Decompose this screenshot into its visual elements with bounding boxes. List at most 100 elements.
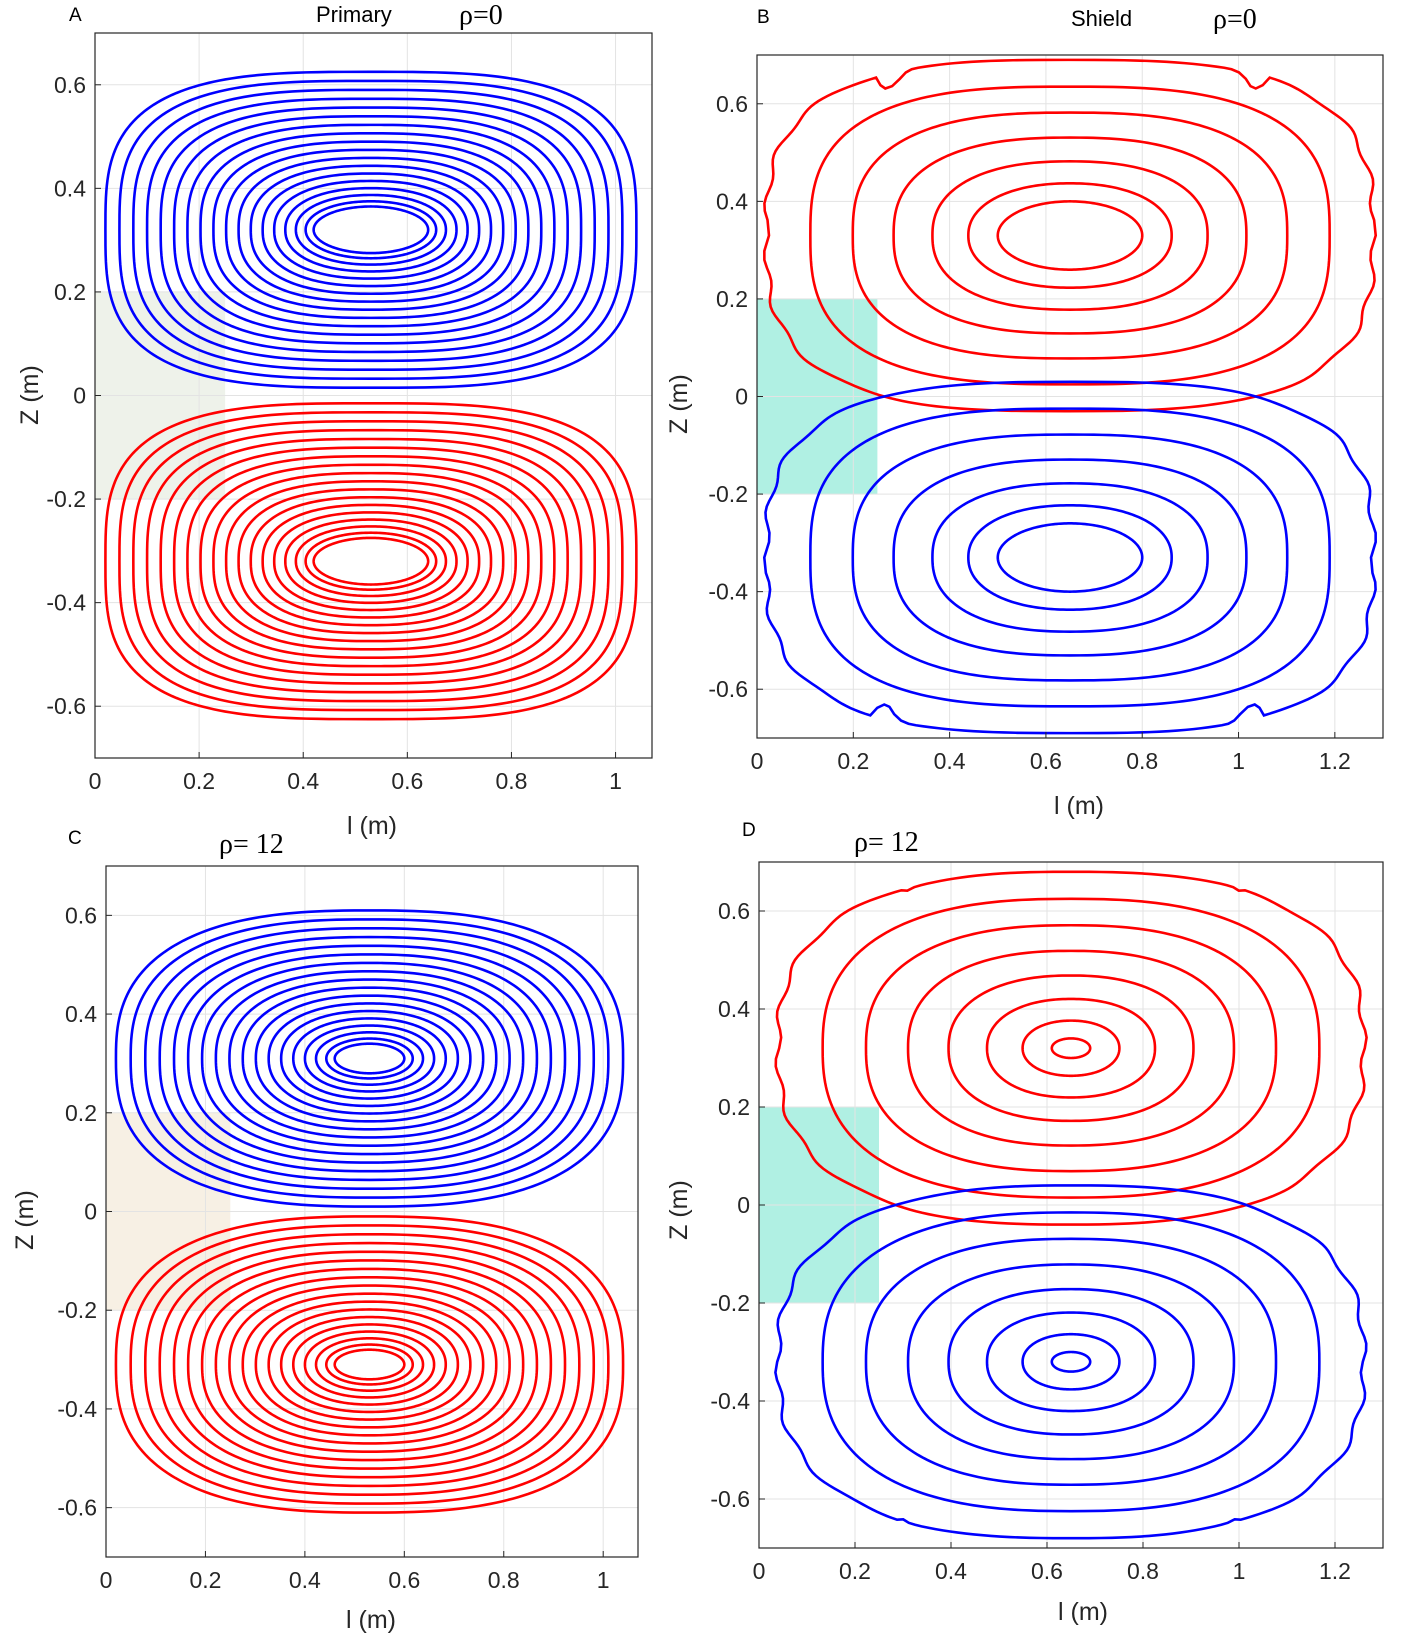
blue-contour-line: [200, 961, 539, 1156]
rho-label: ρ= 12: [219, 829, 284, 860]
x-tick-label: 0.4: [289, 1567, 321, 1593]
blue-contour-line: [864, 1237, 1278, 1487]
y-tick-label: -0.6: [46, 693, 86, 719]
x-tick-label: 1.2: [1319, 748, 1351, 774]
red-contour-line: [303, 1330, 436, 1399]
x-axis-label: l (m): [347, 812, 397, 840]
blue-contour-line: [143, 926, 596, 1191]
blue-contour-line: [212, 140, 530, 320]
blue-contour-line: [906, 1263, 1236, 1461]
y-tick-label: 0.6: [716, 91, 748, 117]
blue-contour-line: [224, 148, 517, 311]
y-tick-label: 0: [735, 384, 748, 410]
panel-letter: B: [757, 7, 770, 28]
red-contour-line: [224, 480, 517, 643]
y-tick-label: -0.2: [710, 1290, 750, 1316]
blue-contour-line: [172, 114, 569, 345]
blue-contour-line: [129, 918, 610, 1199]
blue-contour-line: [291, 1017, 448, 1100]
panel-letter: C: [68, 828, 82, 849]
blue-contour-line: [284, 186, 458, 273]
red-contour-line: [774, 870, 1368, 1226]
red-contour-line: [228, 1284, 511, 1445]
blue-contour-line: [132, 88, 610, 371]
y-tick-label: -0.4: [708, 579, 748, 605]
red-contour-line: [279, 1315, 460, 1414]
red-contour-line: [172, 446, 569, 677]
red-contour-line: [145, 428, 597, 694]
x-tick-label: 0.6: [1030, 748, 1062, 774]
red-contour-line: [284, 518, 458, 605]
panel-letter: D: [742, 820, 756, 841]
y-tick-label: -0.6: [57, 1495, 97, 1521]
red-contour-line: [132, 420, 610, 703]
rho-label: ρ=0: [459, 0, 503, 31]
panel-a: 0 0.2 0.4 0.6 0.8 1 -0.6 -0.4 -0.2 0 0.2 0.4 0.6 l (m…: [16, 0, 653, 840]
red-contour-line: [864, 923, 1278, 1173]
red-contour-line: [996, 200, 1144, 271]
red-contour-line: [892, 136, 1248, 335]
x-tick-label: 0.6: [391, 768, 423, 794]
red-contour-line: [314, 1337, 425, 1392]
red-contour-line: [267, 1308, 472, 1421]
panel-title: Shield: [1071, 6, 1132, 31]
x-tick-label: 0.2: [183, 768, 215, 794]
contours: [104, 70, 638, 721]
red-contour-line: [967, 182, 1173, 289]
red-contour-line: [104, 401, 638, 721]
x-tick-label: 0: [751, 748, 764, 774]
red-contour-line: [821, 897, 1321, 1199]
blue-contour-line: [241, 986, 498, 1131]
x-tick-label: 0: [753, 1558, 766, 1584]
red-contour-line: [212, 471, 530, 651]
blue-contour-line: [931, 482, 1209, 633]
blue-contour-line: [1021, 1332, 1121, 1391]
red-contour-line: [214, 1276, 525, 1454]
red-contour-line: [261, 503, 481, 619]
blue-contour-line: [114, 909, 625, 1208]
x-axis-label: l (m): [1058, 1598, 1108, 1626]
x-tick-label: 0: [89, 768, 102, 794]
red-contour-line: [906, 949, 1236, 1147]
blue-contour-line: [333, 1042, 406, 1075]
blue-contour-line: [118, 79, 624, 380]
y-axis-label: Z (m): [11, 1190, 39, 1250]
y-tick-label: 0.4: [54, 175, 86, 201]
x-tick-label: 0.6: [1031, 1558, 1063, 1584]
blue-contour-line: [186, 953, 553, 1164]
x-tick-label: 0.8: [495, 768, 527, 794]
red-contour-line: [186, 454, 556, 668]
red-contour-line: [172, 1250, 567, 1479]
y-tick-label: -0.2: [708, 481, 748, 507]
x-tick-label: 0.2: [837, 748, 869, 774]
y-tick-label: -0.6: [708, 676, 748, 702]
blue-contour-line: [158, 935, 581, 1182]
panel-d: 0 0.2 0.4 0.6 0.8 1 1.2 -0.6 -0.4 -0.2 0 0.2 0.4 0.6 l…: [665, 820, 1384, 1626]
blue-contour-line: [267, 1002, 472, 1115]
y-tick-label: 0.4: [716, 188, 748, 214]
red-contour-line: [333, 1348, 406, 1381]
contours: [774, 870, 1368, 1540]
red-contour-line: [1021, 1019, 1121, 1078]
x-axis-label: l (m): [346, 1606, 396, 1634]
red-contour-line: [129, 1224, 610, 1505]
y-tick-label: 0.6: [65, 902, 97, 928]
contours: [114, 909, 625, 1514]
y-tick-label: 0.6: [54, 72, 86, 98]
x-tick-label: 1: [609, 768, 622, 794]
y-tick-label: -0.2: [57, 1297, 97, 1323]
y-tick-label: 0: [84, 1199, 97, 1225]
blue-contour-line: [249, 164, 493, 296]
blue-contour-line: [967, 504, 1173, 611]
blue-contour-line: [272, 179, 469, 280]
blue-contour-line: [172, 944, 567, 1173]
panel-c: 0 0.2 0.4 0.6 0.8 1 -0.6 -0.4 -0.2 0 0.2 0.4 0.6 l (m…: [11, 828, 639, 1634]
red-contour-line: [143, 1232, 596, 1497]
y-tick-label: 0.2: [716, 286, 748, 312]
x-tick-label: 1: [1232, 748, 1245, 774]
x-tick-label: 1: [1233, 1558, 1246, 1584]
blue-contour-line: [304, 199, 438, 260]
blue-contour-line: [186, 123, 556, 337]
blue-contour-line: [774, 1184, 1368, 1540]
red-contour-line: [931, 160, 1209, 311]
